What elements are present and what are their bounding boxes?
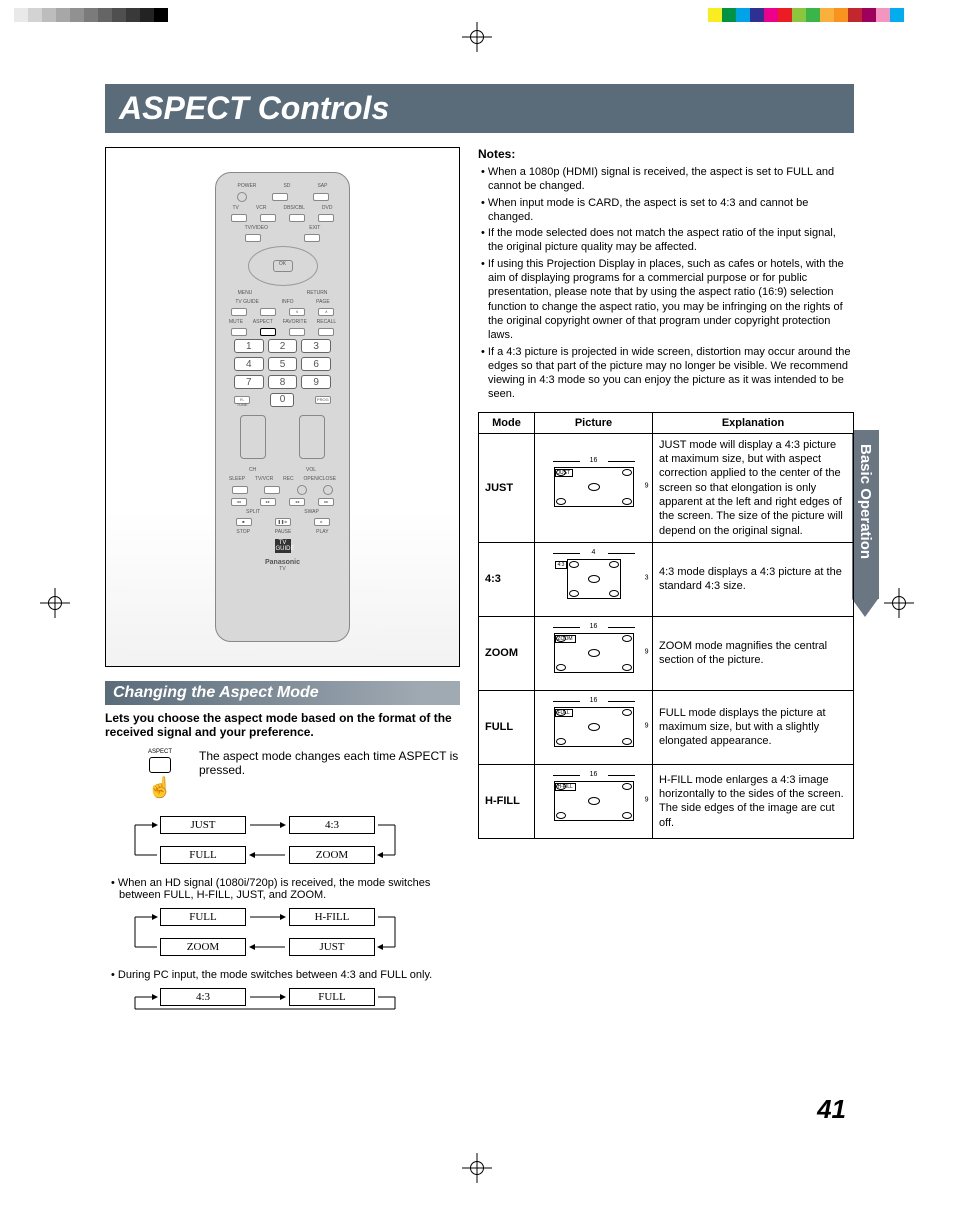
manual-page: Basic Operation ASPECT Controls POWERSDS… (0, 0, 954, 1205)
note-item: • If using this Projection Display in pl… (478, 257, 854, 343)
colorbar-grayscale (0, 8, 196, 22)
cycle-diagram-2: FULL H-FILL ZOOM JUST (105, 907, 460, 959)
page-title: ASPECT Controls (105, 84, 854, 133)
table-header: Explanation (653, 412, 854, 433)
aspect-button-diagram: ASPECT ☝ The aspect mode changes each ti… (105, 749, 460, 799)
table-row: 4:3 4 4:3 3 4:3 mode displays a 4:3 pict… (479, 542, 854, 616)
cycle-diagram-1: JUST 4:3 FULL ZOOM (105, 815, 460, 867)
table-row: ZOOM 16 ZOOM 9 ZOOM mode magnifies the c… (479, 616, 854, 690)
note-item: • If the mode selected does not match th… (478, 226, 854, 255)
note-item: • If a 4:3 picture is projected in wide … (478, 345, 854, 402)
section-heading: Changing the Aspect Mode (105, 681, 460, 705)
page-number: 41 (817, 1094, 846, 1125)
notes-list: • When a 1080p (HDMI) signal is received… (478, 165, 854, 402)
table-row: JUST 16 JUST 9 JUST mode will display a … (479, 433, 854, 542)
table-header: Mode (479, 412, 535, 433)
colorbar-color (708, 8, 904, 22)
cycle-diagram-3: 4:3 FULL (105, 987, 460, 1013)
note-item: • When a 1080p (HDMI) signal is received… (478, 165, 854, 194)
aspect-modes-table: Mode Picture Explanation JUST 16 JUST 9 … (478, 412, 854, 839)
registration-mark (462, 22, 492, 52)
note-text: • During PC input, the mode switches bet… (105, 969, 460, 981)
table-row: H-FILL 16 H-FILL 9 H-FILL mode enlarges … (479, 764, 854, 838)
note-text: • When an HD signal (1080i/720p) is rece… (105, 877, 460, 901)
section-tab: Basic Operation (852, 430, 879, 599)
table-header: Picture (535, 412, 653, 433)
registration-mark (40, 588, 70, 618)
registration-mark (462, 1153, 492, 1183)
remote-illustration: POWERSDSAP TVVCRDBS/CBLDVD TV/VIDEOEXIT … (105, 147, 460, 667)
notes-heading: Notes: (478, 147, 854, 161)
intro-text: Lets you choose the aspect mode based on… (105, 711, 460, 739)
note-item: • When input mode is CARD, the aspect is… (478, 196, 854, 225)
registration-mark (884, 588, 914, 618)
table-row: FULL 16 FULL 9 FULL mode displays the pi… (479, 690, 854, 764)
